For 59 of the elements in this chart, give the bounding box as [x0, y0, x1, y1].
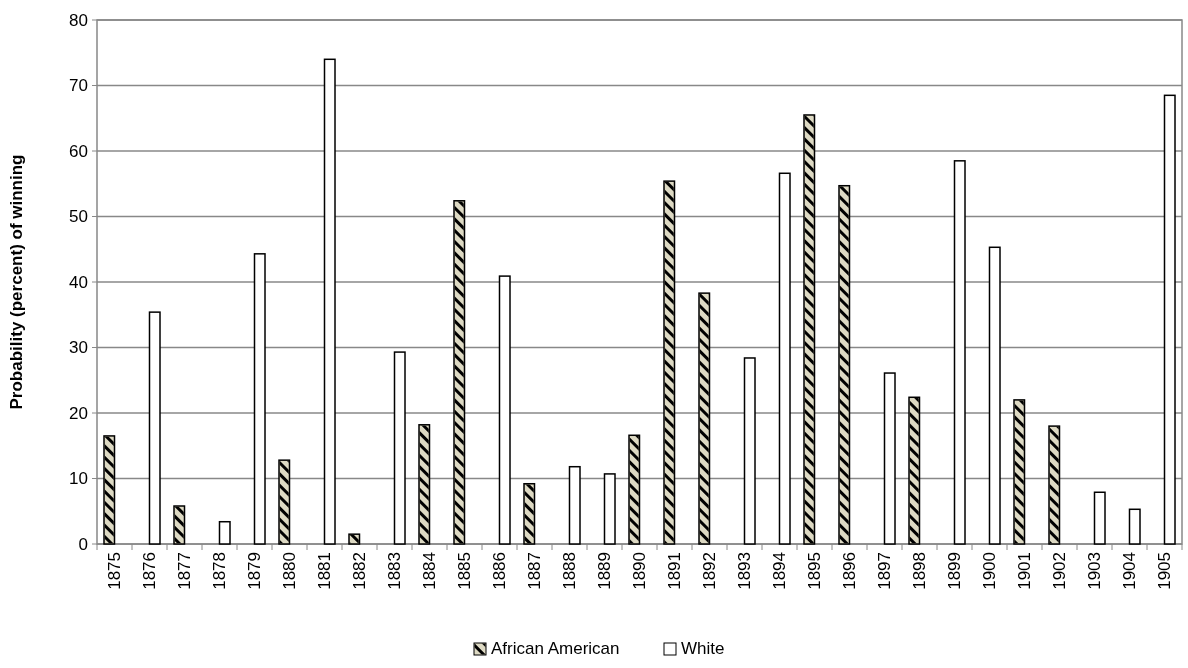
bar [778, 172, 791, 545]
x-tick-label: 1876 [140, 552, 160, 590]
x-tick-label: 1895 [805, 552, 825, 590]
bar [1163, 94, 1176, 545]
bar [568, 465, 581, 545]
bar [148, 311, 161, 545]
x-tick-label: 1886 [490, 552, 510, 590]
x-tick-label: 1881 [315, 552, 335, 590]
bar [253, 253, 266, 545]
x-tick-label: 1894 [770, 552, 790, 590]
x-tick-label: 1898 [910, 552, 930, 590]
y-tick-label: 80 [69, 10, 88, 30]
x-tick-label: 1900 [980, 552, 1000, 590]
x-tick-label: 1890 [630, 552, 650, 590]
y-tick-label: 70 [69, 76, 88, 96]
bar [393, 351, 406, 545]
x-tick-label: 1879 [245, 552, 265, 590]
bar [988, 246, 1001, 545]
y-axis-title: Probability (percent) of winning [7, 154, 26, 410]
legend-label: White [681, 639, 725, 658]
y-tick-label: 40 [69, 272, 88, 292]
y-tick-label: 10 [69, 469, 88, 489]
y-tick-label: 20 [69, 403, 88, 423]
bar [743, 357, 756, 545]
x-tick-label: 1897 [875, 552, 895, 590]
bar [953, 160, 966, 545]
bar [603, 473, 616, 545]
x-tick-label: 1889 [595, 552, 615, 590]
y-tick-label: 50 [69, 207, 88, 227]
y-tick-label: 60 [69, 141, 88, 161]
x-tick-label: 1883 [385, 552, 405, 590]
x-tick-label: 1887 [525, 552, 545, 590]
x-tick-label: 1903 [1085, 552, 1105, 590]
x-tick-label: 1902 [1050, 552, 1070, 590]
x-tick-label: 1877 [175, 552, 195, 590]
y-tick-label: 30 [69, 338, 88, 358]
x-tick-label: 1896 [840, 552, 860, 590]
x-tick-label: 1892 [700, 552, 720, 590]
x-tick-label: 1901 [1015, 552, 1035, 590]
y-tick-label: 0 [78, 534, 88, 554]
bar [1128, 508, 1141, 545]
x-tick-label: 1880 [280, 552, 300, 590]
x-tick-label: 1891 [665, 552, 685, 590]
x-tick-label: 1888 [560, 552, 580, 590]
bar [218, 520, 231, 545]
x-tick-label: 1893 [735, 552, 755, 590]
bar [883, 372, 896, 545]
x-tick-label: 1899 [945, 552, 965, 590]
x-tick-label: 1884 [420, 552, 440, 590]
x-tick-label: 1878 [210, 552, 230, 590]
x-tick-label: 1885 [455, 552, 475, 590]
x-tick-label: 1905 [1155, 552, 1175, 590]
bar [1093, 491, 1106, 545]
x-tick-label: 1882 [350, 552, 370, 590]
x-tick-label: 1904 [1120, 552, 1140, 590]
bar [323, 58, 336, 545]
legend-label: African American [491, 639, 620, 658]
x-tick-label: 1875 [105, 552, 125, 590]
bar [498, 275, 511, 545]
